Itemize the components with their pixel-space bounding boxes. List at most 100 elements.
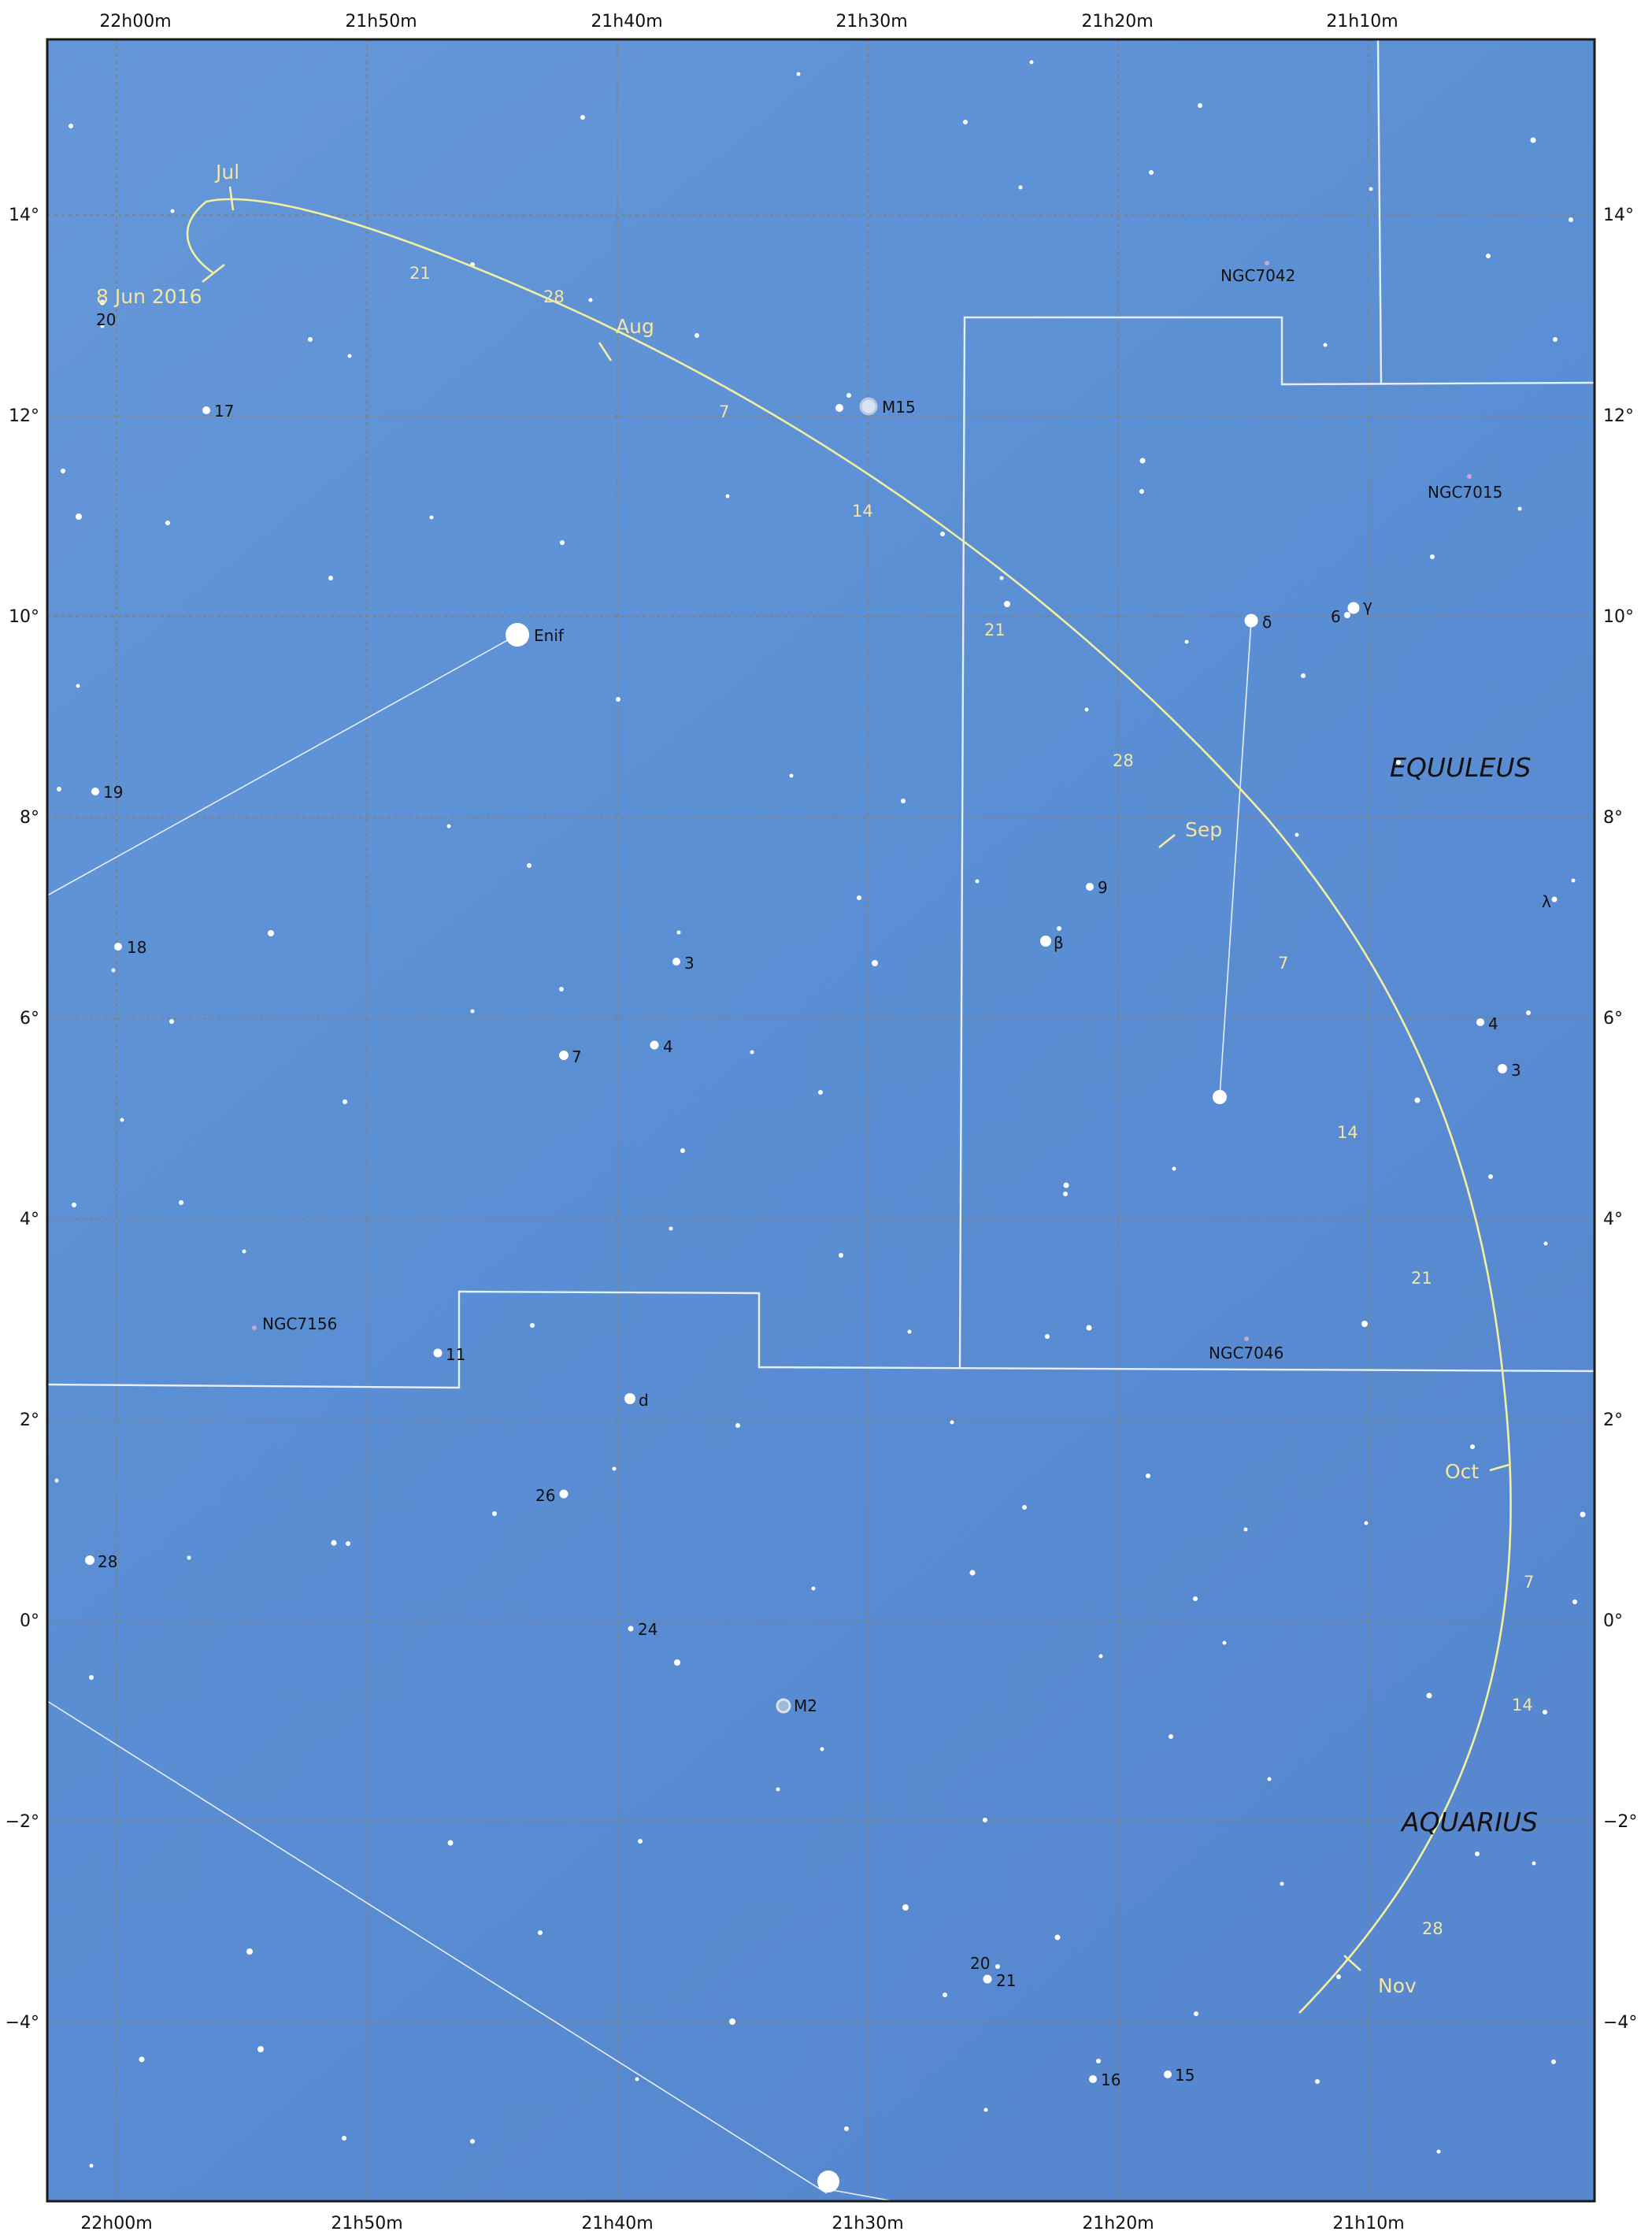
dec-tick-label: 2° <box>1603 1410 1623 1430</box>
dec-tick-label: 0° <box>20 1611 39 1631</box>
dec-tick-label: 12° <box>1603 406 1634 426</box>
comet-path-labels: 8 Jun 2016 Jul Aug Sep Oct Nov 21 28 7 1… <box>96 161 1534 1997</box>
star-21-aqr <box>983 1974 992 1984</box>
star-label-number: 21 <box>996 1971 1016 1990</box>
lambda-star <box>1551 896 1558 903</box>
tick-aug <box>598 342 613 361</box>
day-label: 7 <box>1524 1573 1534 1592</box>
constellation-label-aquarius: AQUARIUS <box>1400 1807 1538 1837</box>
chart-frame <box>46 38 1596 2203</box>
m2-cluster-marker <box>776 1698 791 1714</box>
star-6 <box>1344 612 1350 618</box>
sky-background <box>47 39 1595 2201</box>
star-16 <box>1089 2075 1097 2083</box>
star-4-peg <box>650 1040 659 1050</box>
day-label: 7 <box>1278 954 1288 973</box>
ra-tick-label: 21h40m <box>581 2214 653 2233</box>
day-label: 14 <box>1512 1696 1533 1714</box>
dec-tick-label: 4° <box>1603 1210 1623 1229</box>
star-20-aqr <box>995 1964 1000 1969</box>
dec-tick-label: −2° <box>6 1812 39 1832</box>
m15-cluster-marker <box>859 397 878 416</box>
star-label-number: 4 <box>663 1037 673 1056</box>
star-label-lambda: λ <box>1542 892 1551 911</box>
deep-sky-labels: M15 M2 NGC7042 NGC7015 NGC7046 NGC7156 <box>262 266 1502 1715</box>
dec-tick-label: 14° <box>9 206 39 225</box>
bottom-bright-star <box>817 2170 839 2193</box>
day-label: 28 <box>543 287 565 306</box>
dec-tick-label: 6° <box>1603 1009 1623 1029</box>
star-label-number: 18 <box>127 938 146 957</box>
dec-tick-label: 8° <box>20 808 39 828</box>
named-star-labels: Enif δ γ 6 β λ d <box>534 596 1551 1410</box>
object-label-ngc7156: NGC7156 <box>262 1314 337 1333</box>
day-label: 7 <box>719 402 729 421</box>
ra-tick-label: 21h30m <box>835 12 907 32</box>
deep-sky-objects <box>252 261 1472 1714</box>
tick-nov <box>1343 1955 1361 1971</box>
ra-tick-label: 21h20m <box>1082 2214 1154 2233</box>
ra-tick-label: 21h30m <box>832 2214 903 2233</box>
day-label: 21 <box>984 621 1006 639</box>
ra-tick-label: 21h50m <box>331 2214 402 2233</box>
comet-start-tick <box>202 263 225 284</box>
dec-tick-label: 4° <box>20 1210 39 1229</box>
numbered-star-labels: 20 17 19 18 9 3 7 4 4 3 11 26 28 24 20 2… <box>96 310 1521 2089</box>
star-18 <box>114 943 122 951</box>
dec-tick-label: 10° <box>9 607 39 627</box>
tick-oct <box>1489 1463 1509 1472</box>
star-label-number: 3 <box>684 954 695 973</box>
dec-tick-label: −4° <box>1603 2013 1637 2033</box>
star-label-number: 28 <box>98 1552 117 1571</box>
object-label-ngc7015: NGC7015 <box>1428 483 1502 502</box>
ngc7042-marker <box>1265 261 1269 265</box>
ra-tick-label: 22h00m <box>80 2214 152 2233</box>
ngc7156-marker <box>252 1325 257 1330</box>
day-label: 21 <box>1411 1269 1432 1288</box>
dec-axis-right: 14° 12° 10° 8° 6° 4° 2° 0° −2° −4° <box>1603 206 1637 2033</box>
star-9 <box>1086 883 1094 891</box>
gamma-star <box>1347 602 1360 614</box>
delta-star <box>1244 614 1258 628</box>
day-label: 21 <box>409 264 431 283</box>
dec-tick-label: 2° <box>20 1410 39 1430</box>
object-label-ngc7042: NGC7042 <box>1220 266 1295 285</box>
ra-tick-label: 21h10m <box>1332 2214 1404 2233</box>
dec-tick-label: 10° <box>1603 607 1634 627</box>
star-label-d: d <box>639 1391 649 1410</box>
enif-star <box>506 623 529 647</box>
dec-tick-label: −2° <box>1603 1812 1637 1832</box>
star-label-number: 7 <box>572 1047 582 1066</box>
month-label-oct: Oct <box>1445 1460 1479 1483</box>
dec-tick-label: 14° <box>1603 206 1634 225</box>
day-label: 14 <box>1337 1123 1358 1142</box>
star-label-delta: δ <box>1262 613 1272 632</box>
coordinate-grid <box>47 39 1595 2201</box>
comet-path <box>186 186 1512 2014</box>
dec-tick-label: 0° <box>1603 1611 1623 1631</box>
constellation-boundaries <box>46 39 1595 1389</box>
star-26 <box>559 1489 569 1499</box>
faint-stars <box>54 60 1586 2168</box>
star-label-number: 4 <box>1488 1014 1498 1033</box>
bright-stars <box>85 299 1558 2193</box>
ra-axis-bottom: 22h00m 21h50m 21h40m 21h30m 21h20m 21h10… <box>80 2214 1404 2233</box>
star-label-enif: Enif <box>534 626 565 645</box>
ra-tick-label: 21h10m <box>1326 12 1398 32</box>
dec-axis-left: 14° 12° 10° 8° 6° 4° 2° 0° −2° −4° <box>6 206 39 2033</box>
star-15 <box>1164 2070 1172 2078</box>
star-lower-equuleus <box>1213 1090 1227 1104</box>
star-4-equ <box>1476 1018 1484 1026</box>
star-label-number: 20 <box>96 310 116 329</box>
comet-start-label: 8 Jun 2016 <box>96 285 202 308</box>
star-label-number: 16 <box>1101 2070 1120 2089</box>
constellation-label-equuleus: EQUULEUS <box>1390 752 1531 783</box>
ra-tick-label: 21h20m <box>1081 12 1153 32</box>
month-label-aug: Aug <box>616 315 654 338</box>
day-label: 28 <box>1113 751 1134 770</box>
ngc7046-marker <box>1244 1336 1249 1341</box>
star-near-m15 <box>835 404 843 412</box>
tick-sep <box>1158 833 1176 849</box>
star-d <box>624 1393 635 1404</box>
object-label-m15: M15 <box>882 398 916 417</box>
